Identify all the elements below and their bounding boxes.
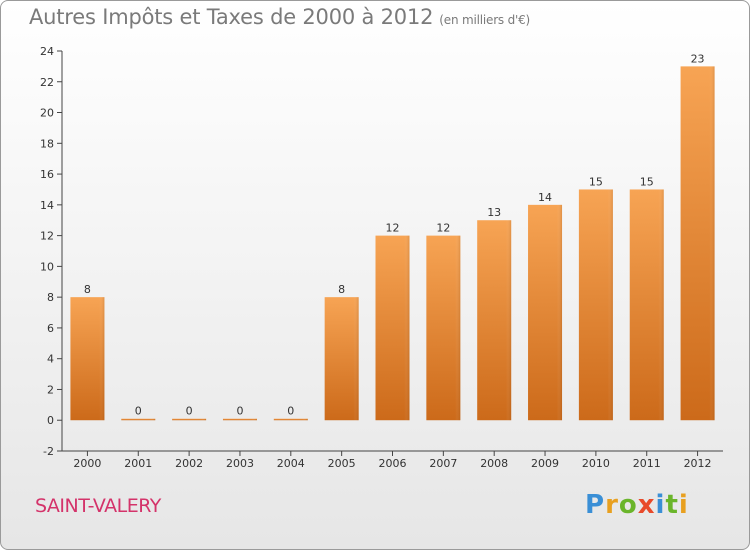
bar-value-label: 15 <box>589 175 603 188</box>
chart-subtitle: (en milliers d'€) <box>439 13 531 27</box>
y-tick-label: 14 <box>40 199 54 212</box>
y-tick-label: 0 <box>47 414 54 427</box>
y-tick-label: 20 <box>40 107 54 120</box>
logo-letter: o <box>618 490 638 520</box>
x-tick-label: 2002 <box>175 457 203 470</box>
bar-value-label: 8 <box>84 283 91 296</box>
bar-value-label: 12 <box>436 222 450 235</box>
x-tick-label: 2000 <box>73 457 101 470</box>
bar-shade <box>477 220 512 421</box>
bar-shade <box>273 418 308 421</box>
labels: 8 0 0 0 0 8 12 12 13 14 15 15 23 <box>84 52 705 417</box>
bar-shade <box>375 235 410 421</box>
x-tick-label: 2008 <box>480 457 508 470</box>
bar-value-label: 13 <box>487 206 501 219</box>
x-tick-label: 2011 <box>633 457 661 470</box>
city-name: SAINT-VALERY <box>35 495 161 517</box>
bar-shade <box>70 297 105 421</box>
bar-value-label: 0 <box>135 405 142 418</box>
logo-letter: P <box>585 490 606 520</box>
bar-shade <box>324 297 359 421</box>
logo-letter: x <box>637 490 656 520</box>
bar-shade <box>578 189 613 421</box>
y-tick-label: -2 <box>43 445 54 458</box>
x-tick-label: 2007 <box>429 457 457 470</box>
x-tick-label: 2012 <box>684 457 712 470</box>
logo-letter: i <box>678 490 689 520</box>
x-tick-label: 2010 <box>582 457 610 470</box>
chart-title-text: Autres Impôts et Taxes de 2000 à 2012 <box>29 5 434 29</box>
x-tick-label: 2005 <box>328 457 356 470</box>
y-tick-label: 4 <box>47 353 54 366</box>
y-tick-label: 18 <box>40 137 54 150</box>
y-tick-label: 10 <box>40 260 54 273</box>
chart-title: Autres Impôts et Taxes de 2000 à 2012 (en… <box>29 5 530 29</box>
bar-shade <box>121 418 156 421</box>
y-tick-label: 6 <box>47 322 54 335</box>
bar-shade <box>426 235 461 421</box>
bar-value-label: 0 <box>287 405 294 418</box>
y-tick-label: 12 <box>40 230 54 243</box>
y-tick-label: 24 <box>40 45 54 58</box>
x-tick-label: 2001 <box>124 457 152 470</box>
bar-shade <box>528 204 563 421</box>
bar-value-label: 12 <box>386 222 400 235</box>
y-tick-label: 16 <box>40 168 54 181</box>
bar-value-label: 15 <box>640 175 654 188</box>
bar-value-label: 8 <box>338 283 345 296</box>
proxiti-logo: Proxiti <box>585 490 689 520</box>
x-tick-label: 2004 <box>277 457 305 470</box>
x-tick-label: 2003 <box>226 457 254 470</box>
bar-value-label: 14 <box>538 191 552 204</box>
logo-letter: t <box>665 490 679 520</box>
bar-value-label: 0 <box>236 405 243 418</box>
x-tick-label: 2006 <box>379 457 407 470</box>
x-tick-label: 2009 <box>531 457 559 470</box>
logo-letter: i <box>655 490 666 520</box>
y-tick-label: 8 <box>47 291 54 304</box>
bar-shade <box>172 418 207 421</box>
bars <box>70 66 715 421</box>
y-tick-label: 22 <box>40 76 54 89</box>
bar-shade <box>680 66 715 421</box>
bar-shade <box>222 418 257 421</box>
bar-shade <box>629 189 664 421</box>
bar-value-label: 0 <box>186 405 193 418</box>
y-tick-label: 2 <box>47 383 54 396</box>
bar-value-label: 23 <box>691 52 705 65</box>
logo-letter: r <box>605 490 619 520</box>
